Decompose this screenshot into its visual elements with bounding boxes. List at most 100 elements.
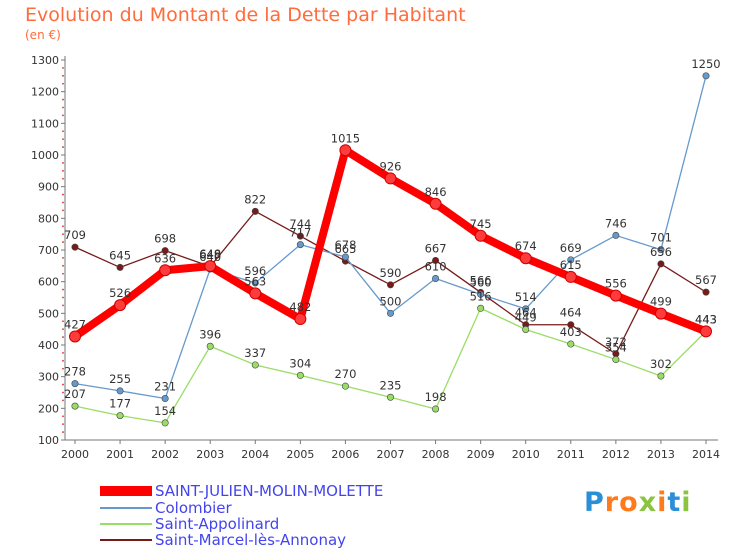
data-point [522, 325, 530, 333]
data-point [612, 356, 620, 364]
data-label: 449 [515, 310, 537, 324]
y-minor-tick [62, 67, 64, 69]
x-tick-label: 2001 [106, 448, 134, 461]
data-point [251, 279, 259, 287]
data-label: 709 [64, 228, 86, 242]
data-label: 235 [380, 378, 402, 392]
y-minor-tick [62, 288, 64, 291]
data-label: 499 [650, 295, 672, 309]
y-minor-tick [62, 74, 64, 77]
data-label: 567 [695, 273, 717, 287]
data-label: 667 [425, 241, 447, 255]
data-label: 443 [695, 312, 717, 326]
data-label: 596 [244, 264, 266, 278]
data-label: 500 [380, 294, 402, 308]
logo-letter: P [584, 487, 605, 518]
unit-label: (en €) [25, 28, 61, 42]
data-point [161, 247, 169, 255]
logo-letter: i [681, 487, 692, 518]
data-point [657, 372, 665, 380]
x-tick-label: 2000 [61, 448, 89, 461]
y-minor-tick [62, 169, 64, 172]
data-label: 482 [289, 300, 311, 314]
data-label: 302 [650, 357, 672, 371]
y-minor-tick [62, 423, 64, 426]
data-point [251, 207, 259, 215]
data-label: 231 [154, 380, 176, 394]
data-label: 372 [605, 335, 627, 349]
data-point [567, 321, 575, 329]
data-point [564, 270, 577, 283]
x-tick-label: 2011 [557, 448, 585, 461]
data-label: 615 [560, 258, 582, 272]
data-point [294, 313, 307, 326]
data-point [477, 304, 485, 312]
y-tick-label: 300 [38, 371, 59, 384]
data-label: 270 [334, 367, 356, 381]
data-label: 198 [425, 390, 447, 404]
y-minor-tick [62, 391, 64, 394]
data-point [386, 393, 394, 401]
y-minor-tick [62, 328, 64, 331]
x-tick-label: 2003 [196, 448, 224, 461]
y-minor-tick [62, 193, 64, 196]
y-minor-tick [62, 130, 64, 133]
data-point [432, 256, 440, 264]
data-label: 678 [334, 238, 356, 252]
data-point [159, 264, 172, 277]
data-label: 1015 [331, 131, 360, 145]
y-minor-tick [62, 415, 64, 418]
data-point [519, 252, 532, 265]
data-point [116, 263, 124, 271]
y-minor-tick [62, 336, 64, 338]
data-point [386, 309, 394, 317]
data-point [567, 340, 575, 348]
logo-letter: o [619, 487, 639, 518]
legend-swatch [100, 486, 152, 496]
y-tick-label: 200 [38, 402, 59, 415]
data-label: 717 [289, 226, 311, 240]
data-label: 926 [380, 159, 402, 173]
data-label: 640 [199, 250, 221, 264]
y-minor-tick [62, 98, 64, 101]
data-point [341, 253, 349, 261]
y-minor-tick [62, 146, 64, 148]
y-minor-tick [62, 272, 64, 275]
logo-letter: i [657, 487, 668, 518]
y-tick-label: 600 [38, 276, 59, 289]
x-tick-label: 2012 [602, 448, 630, 461]
data-label: 207 [64, 387, 86, 401]
y-minor-tick [62, 209, 64, 212]
data-point [657, 260, 665, 268]
data-label: 560 [470, 275, 492, 289]
y-tick-label: 1100 [31, 117, 59, 130]
data-point [71, 243, 79, 251]
data-point [249, 287, 262, 300]
y-minor-tick [62, 320, 64, 323]
data-label: 403 [560, 325, 582, 339]
data-label: 698 [154, 232, 176, 246]
y-tick-label: 1300 [31, 54, 59, 67]
data-point [204, 260, 217, 273]
x-tick-label: 2005 [286, 448, 314, 461]
data-label: 464 [560, 306, 582, 320]
y-tick-label: 1200 [31, 86, 59, 99]
data-label: 590 [380, 266, 402, 280]
y-minor-tick [62, 241, 64, 243]
data-label: 177 [109, 397, 131, 411]
data-point [251, 361, 259, 369]
y-minor-tick [62, 114, 64, 117]
x-tick-label: 2002 [151, 448, 179, 461]
y-minor-tick [62, 367, 64, 370]
data-label: 396 [199, 327, 221, 341]
data-label: 636 [154, 251, 176, 265]
data-label: 337 [244, 346, 266, 360]
data-point [116, 412, 124, 420]
data-label: 822 [244, 192, 266, 206]
data-label: 701 [650, 231, 672, 245]
logo-letter: r [604, 487, 620, 518]
data-point [384, 172, 397, 185]
y-minor-tick [62, 138, 64, 141]
x-tick-label: 2014 [692, 448, 720, 461]
data-point [700, 325, 712, 338]
